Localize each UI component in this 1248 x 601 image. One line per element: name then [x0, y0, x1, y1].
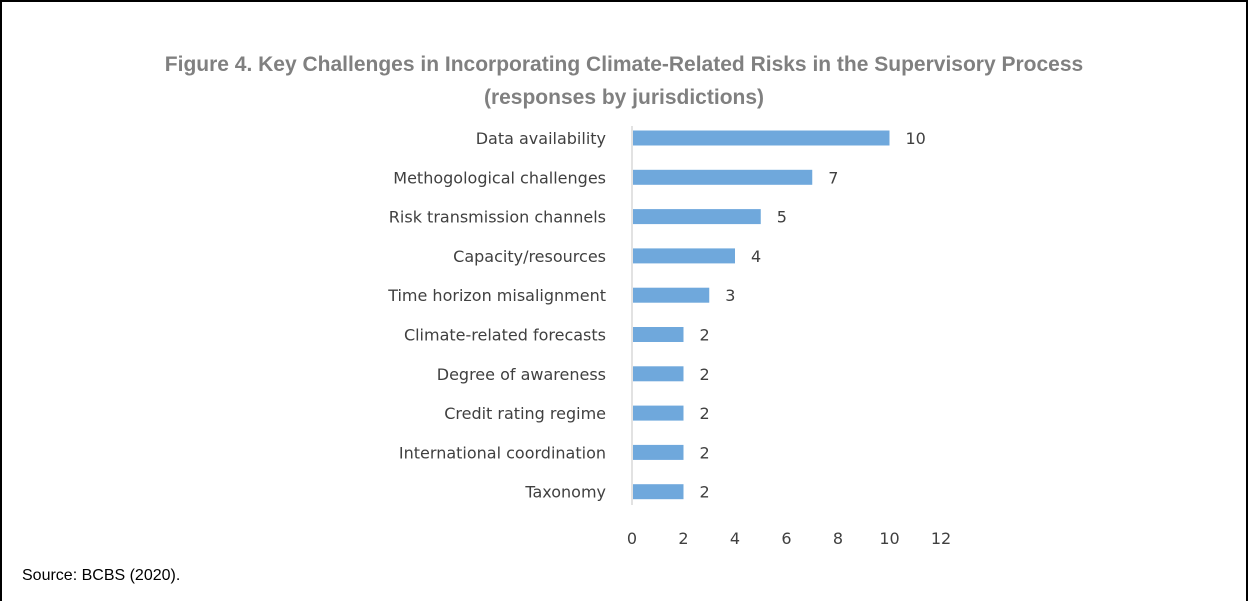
- data-label: 2: [700, 443, 710, 462]
- data-label: 3: [725, 286, 735, 305]
- category-label: Time horizon misalignment: [387, 286, 606, 305]
- bar: [633, 130, 890, 146]
- data-label: 4: [751, 247, 761, 266]
- bar: [633, 209, 761, 225]
- category-label: Data availability: [476, 129, 606, 148]
- bar: [633, 327, 684, 342]
- category-label: International coordination: [399, 443, 606, 462]
- category-label: Credit rating regime: [444, 404, 606, 423]
- figure-title-line1: Figure 4. Key Challenges in Incorporatin…: [164, 53, 1084, 76]
- figure-title-line2: (responses by jurisdictions): [483, 86, 765, 109]
- x-tick-label: 8: [833, 529, 843, 548]
- bar: [633, 169, 813, 185]
- category-label: Capacity/resources: [453, 247, 606, 266]
- category-label: Climate-related forecasts: [404, 326, 606, 345]
- category-label: Methogological challenges: [393, 168, 606, 187]
- data-label: 7: [828, 168, 838, 187]
- x-tick-label: 10: [879, 529, 899, 548]
- bar: [633, 366, 684, 382]
- category-label: Risk transmission channels: [389, 208, 606, 227]
- x-tick-label: 4: [730, 529, 740, 548]
- category-label: Degree of awareness: [437, 365, 606, 384]
- bar: [633, 444, 684, 460]
- category-label: Taxonomy: [524, 483, 606, 502]
- bar: [633, 248, 735, 264]
- data-label: 2: [700, 404, 710, 423]
- figure-source: Source: BCBS (2020).: [22, 567, 181, 584]
- data-label: 2: [700, 365, 710, 384]
- data-label: 10: [906, 129, 926, 148]
- x-tick-label: 12: [931, 529, 951, 548]
- bar: [633, 484, 684, 500]
- bar: [633, 287, 710, 303]
- x-tick-label: 2: [678, 529, 688, 548]
- data-label: 2: [700, 326, 710, 345]
- data-label: 2: [700, 483, 710, 502]
- x-tick-label: 0: [627, 529, 637, 548]
- figure-title: Figure 4. Key Challenges in Incorporatin…: [0, 48, 1248, 114]
- x-tick-label: 6: [781, 529, 791, 548]
- data-label: 5: [777, 208, 787, 227]
- bar: [633, 405, 684, 421]
